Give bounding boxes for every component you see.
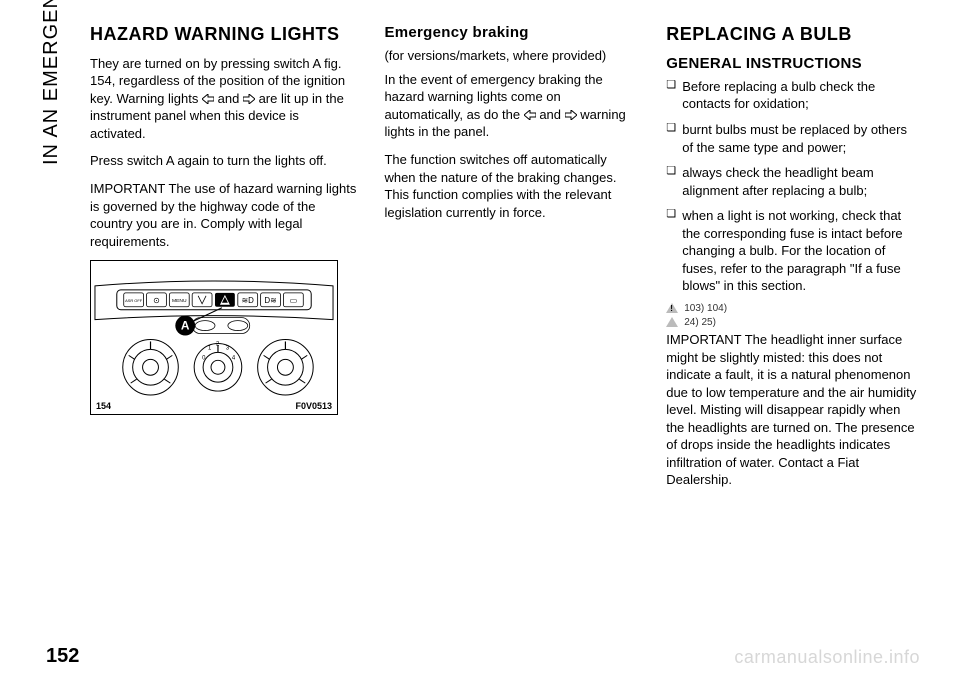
heading-hazard: HAZARD WARNING LIGHTS: [90, 24, 356, 45]
arrow-right-icon: [243, 94, 255, 104]
heading-general-instructions: GENERAL INSTRUCTIONS: [666, 55, 920, 72]
section-side-label: IN AN EMERGENCY: [40, 0, 63, 165]
bulb-important-p: IMPORTANT The headlight inner surface mi…: [666, 331, 920, 489]
warning-triangle-icon: [666, 317, 678, 327]
svg-text:▭: ▭: [290, 296, 298, 305]
arrow-left-icon: [524, 110, 536, 120]
eb-p2: In the event of emergency braking the ha…: [384, 71, 638, 141]
arrow-right-icon: [565, 110, 577, 120]
column-2: Emergency braking (for versions/markets,…: [384, 24, 638, 626]
hazard-p1: They are turned on by pressing switch A …: [90, 55, 356, 143]
figure-number: 154: [96, 401, 111, 411]
svg-text:≋D: ≋D: [242, 296, 255, 305]
eb-p1: (for versions/markets, where provided): [384, 47, 638, 65]
warning-ref-2-text: 24) 25): [684, 317, 716, 328]
svg-text:1: 1: [208, 346, 212, 352]
warning-ref-2: 24) 25): [666, 317, 920, 328]
figure-code: F0V0513: [295, 401, 332, 411]
warning-triangle-icon: [666, 303, 678, 313]
heading-replacing-bulb: REPLACING A BULB: [666, 24, 920, 45]
heading-emergency-braking: Emergency braking: [384, 24, 638, 41]
page-number: 152: [46, 645, 79, 668]
column-1: HAZARD WARNING LIGHTS They are turned on…: [90, 24, 356, 626]
hazard-p1b: and: [218, 91, 243, 106]
figure-caption: 154 F0V0513: [96, 401, 332, 411]
bullet-item: when a light is not working, check that …: [666, 207, 920, 295]
figure-badge-label: A: [181, 319, 190, 333]
bullet-item: Before replacing a bulb check the contac…: [666, 78, 920, 113]
hazard-p3: IMPORTANT The use of hazard warning ligh…: [90, 180, 356, 250]
hazard-p2: Press switch A again to turn the lights …: [90, 152, 356, 170]
arrow-left-icon: [202, 94, 214, 104]
svg-text:4: 4: [232, 355, 236, 361]
warning-ref-1: 103) 104): [666, 303, 920, 314]
manual-page: IN AN EMERGENCY HAZARD WARNING LIGHTS Th…: [0, 0, 960, 686]
column-3: REPLACING A BULB GENERAL INSTRUCTIONS Be…: [666, 24, 920, 626]
watermark-text: carmanualsonline.info: [734, 647, 920, 668]
figure-154: ASR OFF ⊙ MENU ≋D D≋ ▭: [90, 260, 338, 415]
bullet-list: Before replacing a bulb check the contac…: [666, 78, 920, 295]
warning-ref-1-text: 103) 104): [684, 303, 727, 314]
svg-text:D≋: D≋: [264, 296, 276, 305]
eb-p3: The function switches off automatically …: [384, 151, 638, 221]
svg-text:⊙: ⊙: [153, 296, 160, 305]
svg-text:MENU: MENU: [172, 298, 187, 304]
bullet-item: burnt bulbs must be replaced by others o…: [666, 121, 920, 156]
bullet-item: always check the headlight beam alignmen…: [666, 164, 920, 199]
eb-p2b: and: [539, 107, 564, 122]
figure-illustration: ASR OFF ⊙ MENU ≋D D≋ ▭: [91, 261, 337, 414]
content-columns: HAZARD WARNING LIGHTS They are turned on…: [90, 24, 920, 626]
svg-text:ASR OFF: ASR OFF: [125, 298, 143, 303]
